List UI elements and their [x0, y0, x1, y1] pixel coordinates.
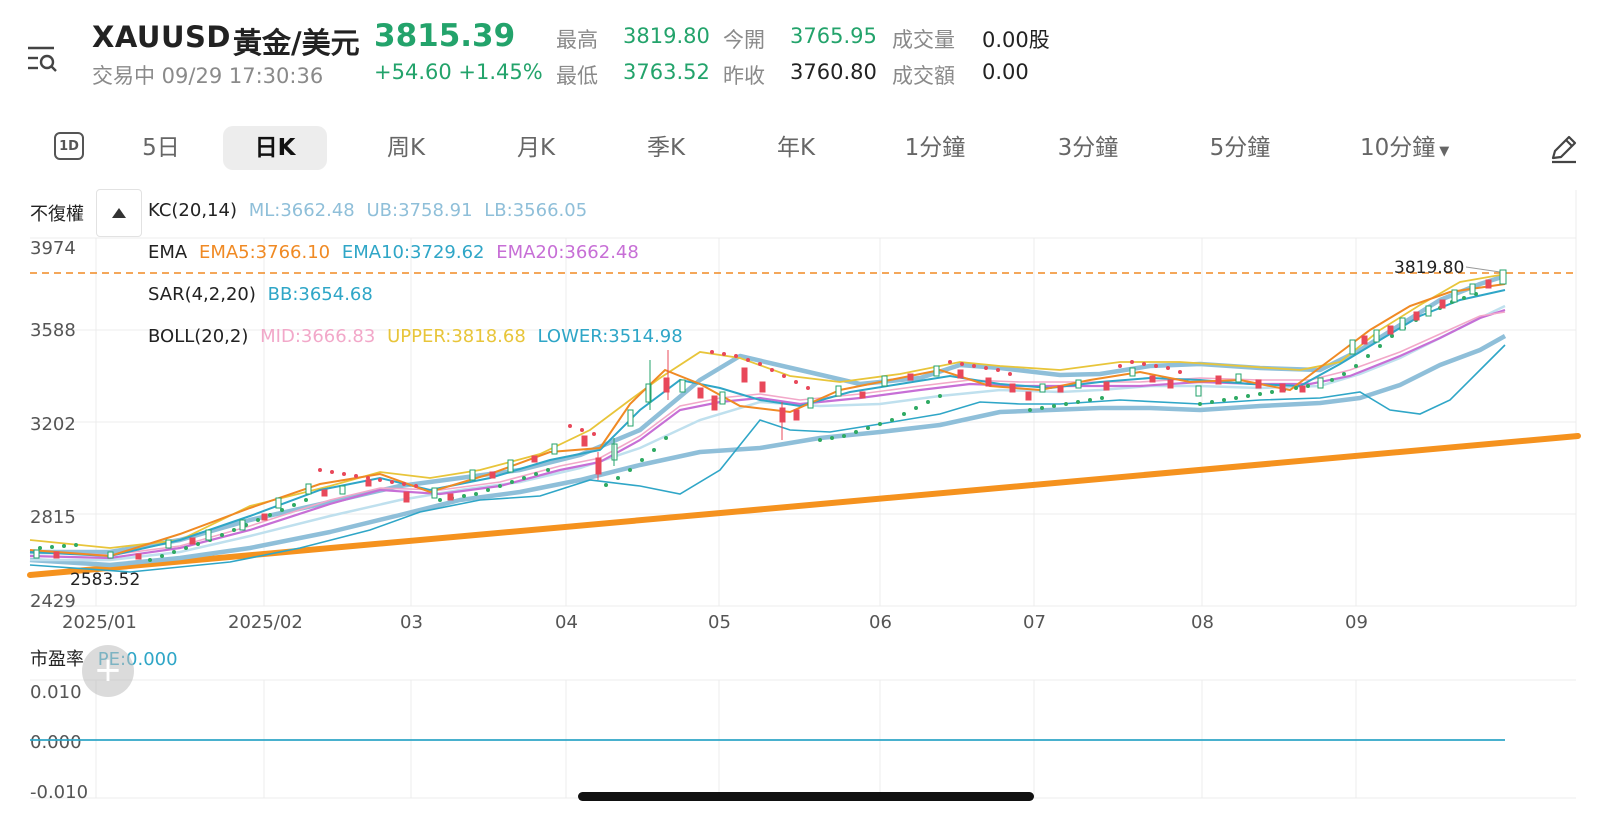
price-chart[interactable]: 3974 3588 3202 2815 2429 2025/01 2025/02… [0, 180, 1600, 816]
grid-lines [30, 190, 1577, 799]
sar-dots-red [318, 350, 1182, 488]
plus-icon: + [93, 650, 123, 690]
kc-lb: LB:3566.05 [484, 200, 588, 221]
boll-mid: MID:3666.83 [260, 326, 376, 347]
caret-down-icon: ▼ [1439, 144, 1450, 159]
boll-mid-line [29, 311, 1506, 556]
kc-name: KC(20,14) [148, 200, 237, 221]
open-label: 今開 [723, 28, 765, 52]
ema-legend[interactable]: EMA EMA5:3766.10 EMA10:3729.62 EMA20:366… [148, 242, 639, 263]
trading-status: 交易中 09/29 17:30:36 [92, 64, 324, 88]
x-tick: 2025/02 [228, 612, 303, 633]
add-indicator-button[interactable]: + [82, 645, 134, 697]
tab-5-minute[interactable]: 5分鐘 [1209, 135, 1271, 161]
tab-1-minute[interactable]: 1分鐘 [904, 135, 966, 161]
tab-weekly-k[interactable]: 周K [386, 135, 426, 161]
pe-tick: 0.010 [30, 682, 82, 703]
one-day-icon[interactable]: 1D [54, 132, 84, 160]
last-price: 3815.39 [374, 18, 516, 54]
y-tick: 2429 [30, 591, 76, 612]
low-label: 最低 [556, 64, 598, 88]
boll-lower: LOWER:3514.98 [537, 326, 683, 347]
low-value: 3763.52 [623, 60, 710, 84]
tab-yearly-k[interactable]: 年K [776, 135, 816, 161]
kc-legend[interactable]: KC(20,14) ML:3662.48 UB:3758.91 LB:3566.… [148, 200, 587, 221]
high-marker-leader [1465, 266, 1501, 273]
symbol-ticker: XAUUSD [92, 20, 231, 54]
high-label: 最高 [556, 28, 598, 52]
ema5-value: EMA5:3766.10 [198, 242, 331, 263]
menu-search-icon[interactable] [26, 42, 60, 76]
pe-title: 市盈率 [30, 649, 84, 670]
x-tick: 04 [555, 612, 578, 633]
x-tick: 03 [400, 612, 423, 633]
sar-name: SAR(4,2,20) [148, 284, 256, 305]
kc-middle-band [30, 304, 1506, 562]
volume-label: 成交量 [892, 28, 955, 52]
boll-upper: UPPER:3818.68 [387, 326, 526, 347]
collapse-indicators-icon[interactable] [96, 189, 142, 237]
x-tick: 2025/01 [62, 612, 137, 633]
kc-lower-band [29, 334, 1507, 568]
price-change: +54.60 +1.45% [374, 60, 543, 84]
ema-name: EMA [148, 242, 188, 263]
sar-bb: BB:3654.68 [267, 284, 373, 305]
tab-10-minute-dropdown[interactable]: 10分鐘 ▼ [1360, 126, 1449, 170]
x-tick: 07 [1023, 612, 1046, 633]
volume-value: 0.00股 [982, 28, 1050, 52]
tab-3-minute[interactable]: 3分鐘 [1057, 135, 1119, 161]
sar-dots [38, 292, 1478, 562]
ema5-line [29, 283, 1506, 558]
x-tick: 05 [708, 612, 731, 633]
y-tick: 3202 [30, 414, 76, 435]
pe-tick: -0.010 [30, 782, 88, 803]
tab-quarterly-k[interactable]: 季K [646, 135, 686, 161]
y-tick: 2815 [30, 507, 76, 528]
x-tick: 06 [869, 612, 892, 633]
x-tick: 09 [1345, 612, 1368, 633]
ema20-value: EMA20:3662.48 [496, 242, 639, 263]
high-value: 3819.80 [623, 24, 710, 48]
boll-name: BOLL(20,2) [148, 326, 249, 347]
high-marker-label: 3819.80 [1394, 258, 1464, 278]
instrument-name: 黃金/美元 [233, 26, 360, 60]
pencil-draw-icon[interactable] [1548, 132, 1580, 164]
y-tick: 3588 [30, 320, 76, 341]
trend-line [27, 433, 1581, 578]
pe-tick: 0.000 [30, 732, 82, 753]
kc-ml: ML:3662.48 [248, 200, 355, 221]
sar-legend[interactable]: SAR(4,2,20) BB:3654.68 [148, 284, 373, 305]
open-value: 3765.95 [790, 24, 877, 48]
low-marker-label: 2583.52 [70, 570, 140, 590]
ema10-value: EMA10:3729.62 [341, 242, 485, 263]
boll-lower-line [29, 344, 1506, 573]
adjust-label[interactable]: 不復權 [30, 204, 84, 225]
home-indicator-bar [578, 792, 1034, 801]
prev-close-value: 3760.80 [790, 60, 877, 84]
tab-10-minute-label: 10分鐘 [1360, 135, 1436, 161]
tab-5-day[interactable]: 5日 [142, 135, 180, 161]
kc-ub: UB:3758.91 [366, 200, 473, 221]
candlesticks [33, 269, 1507, 560]
boll-legend[interactable]: BOLL(20,2) MID:3666.83 UPPER:3818.68 LOW… [148, 326, 683, 347]
x-tick: 08 [1191, 612, 1214, 633]
turnover-label: 成交額 [892, 64, 955, 88]
tab-daily-k[interactable]: 日K [223, 126, 327, 170]
turnover-value: 0.00 [982, 60, 1029, 84]
prev-close-label: 昨收 [723, 64, 765, 88]
tab-monthly-k[interactable]: 月K [516, 135, 556, 161]
y-tick: 3974 [30, 238, 76, 259]
